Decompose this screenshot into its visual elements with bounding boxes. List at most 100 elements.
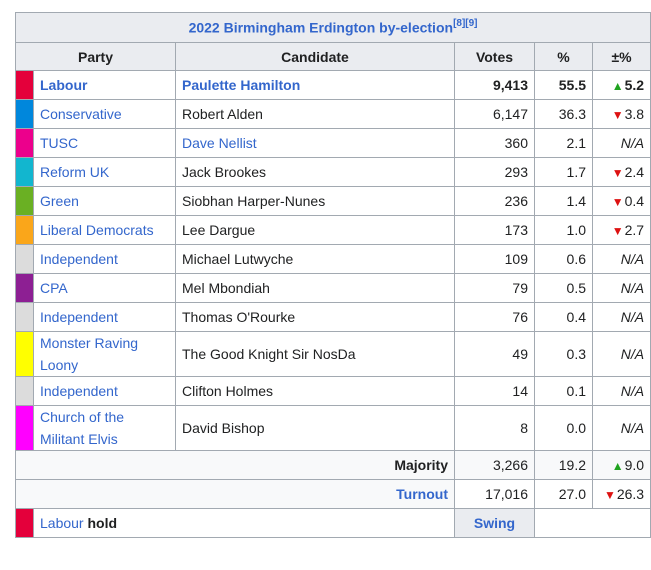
party-color-swatch	[15, 273, 34, 303]
change-cell: ▼3.8	[591, 99, 651, 129]
change-cell: N/A	[591, 376, 651, 406]
decrease-arrow-icon: ▼	[611, 108, 624, 122]
percent-cell: 0.6	[534, 244, 593, 274]
table-row: Green Siobhan Harper-Nunes 236 1.4 ▼0.4	[15, 186, 651, 216]
percent-cell: 55.5	[534, 70, 593, 100]
party-link[interactable]: Reform UK	[40, 164, 110, 180]
table-row: Conservative Robert Alden 6,147 36.3 ▼3.8	[15, 99, 651, 129]
election-title-link[interactable]: 2022 Birmingham Erdington by-election	[188, 19, 454, 36]
candidate-name: Thomas O'Rourke	[182, 309, 296, 325]
hold-party-link[interactable]: Labour	[40, 515, 84, 531]
party-color-swatch	[15, 376, 34, 406]
change-cell: N/A	[591, 405, 651, 451]
decrease-arrow-icon: ▼	[611, 195, 624, 209]
change-cell: N/A	[591, 273, 651, 303]
candidate-link[interactable]: Dave Nellist	[182, 135, 257, 151]
change-cell: ▼0.4	[591, 186, 651, 216]
party-color-swatch	[15, 186, 34, 216]
percent-cell: 0.4	[534, 302, 593, 332]
decrease-arrow-icon: ▼	[603, 488, 616, 502]
change-cell: ▼2.4	[591, 157, 651, 187]
votes-cell: 8	[454, 405, 535, 451]
column-header-change: ±%	[591, 42, 651, 71]
turnout-votes: 17,016	[454, 479, 535, 509]
table-row: TUSC Dave Nellist 360 2.1 N/A	[15, 128, 651, 158]
party-link[interactable]: Monster Raving Loony	[40, 335, 139, 373]
percent-cell: 36.3	[534, 99, 593, 129]
party-color-swatch	[15, 157, 34, 187]
results-table: 2022 Birmingham Erdington by-election[8]…	[14, 12, 651, 538]
change-cell: N/A	[591, 331, 651, 377]
party-link[interactable]: Church of the Militant Elvis	[40, 409, 125, 447]
column-header-party: Party	[15, 42, 176, 71]
table-row: Independent Thomas O'Rourke 76 0.4 N/A	[15, 302, 651, 332]
table-row: Monster Raving Loony The Good Knight Sir …	[15, 331, 651, 377]
table-row: Reform UK Jack Brookes 293 1.7 ▼2.4	[15, 157, 651, 187]
party-color-swatch	[15, 99, 34, 129]
party-color-swatch	[15, 215, 34, 245]
percent-cell: 0.5	[534, 273, 593, 303]
table-row: Independent Clifton Holmes 14 0.1 N/A	[15, 376, 651, 406]
increase-arrow-icon: ▲	[611, 79, 624, 93]
majority-label: Majority	[15, 450, 455, 480]
party-link[interactable]: TUSC	[40, 135, 79, 151]
increase-arrow-icon: ▲	[611, 459, 624, 473]
party-link[interactable]: Independent	[40, 251, 118, 267]
turnout-percent: 27.0	[534, 479, 593, 509]
table-row: CPA Mel Mbondiah 79 0.5 N/A	[15, 273, 651, 303]
party-link[interactable]: Liberal Democrats	[40, 222, 154, 238]
votes-cell: 109	[454, 244, 535, 274]
majority-change: ▲9.0	[591, 450, 651, 480]
column-header-candidate: Candidate	[175, 42, 455, 71]
votes-cell: 14	[454, 376, 535, 406]
swing-value	[533, 508, 651, 538]
votes-cell: 236	[454, 186, 535, 216]
party-link[interactable]: Independent	[40, 383, 118, 399]
hold-label: hold	[87, 515, 118, 531]
turnout-change: ▼26.3	[591, 479, 651, 509]
party-link[interactable]: Green	[40, 193, 79, 209]
table-row: Liberal Democrats Lee Dargue 173 1.0 ▼2.7	[15, 215, 651, 245]
column-header-percent: %	[534, 42, 593, 71]
percent-cell: 1.0	[534, 215, 593, 245]
change-cell: ▼2.7	[591, 215, 651, 245]
change-cell: ▲5.2	[591, 70, 651, 100]
candidate-name: The Good Knight Sir NosDa	[182, 346, 356, 362]
candidate-name: David Bishop	[182, 420, 265, 436]
swing-link[interactable]: Swing	[454, 508, 535, 538]
turnout-link[interactable]: Turnout	[15, 479, 455, 509]
hold-cell: Labour hold	[33, 508, 455, 538]
majority-percent: 19.2	[534, 450, 593, 480]
votes-cell: 293	[454, 157, 535, 187]
change-cell: N/A	[591, 244, 651, 274]
party-color-swatch	[15, 128, 34, 158]
percent-cell: 1.7	[534, 157, 593, 187]
candidate-name: Clifton Holmes	[182, 383, 274, 399]
table-row: Labour Paulette Hamilton 9,413 55.5 ▲5.2	[15, 70, 651, 100]
votes-cell: 360	[454, 128, 535, 158]
party-color-swatch	[15, 405, 34, 451]
party-color-swatch	[15, 302, 34, 332]
votes-cell: 9,413	[454, 70, 535, 100]
party-link[interactable]: Conservative	[40, 106, 122, 122]
percent-cell: 2.1	[534, 128, 593, 158]
candidate-name: Lee Dargue	[182, 222, 256, 238]
candidate-name: Siobhan Harper-Nunes	[182, 193, 326, 209]
party-link[interactable]: CPA	[40, 280, 68, 296]
party-link[interactable]: Independent	[40, 309, 118, 325]
table-row: Independent Michael Lutwyche 109 0.6 N/A	[15, 244, 651, 274]
candidate-link[interactable]: Paulette Hamilton	[182, 77, 301, 93]
votes-cell: 173	[454, 215, 535, 245]
decrease-arrow-icon: ▼	[611, 166, 624, 180]
change-cell: N/A	[591, 302, 651, 332]
party-color-swatch	[15, 244, 34, 274]
percent-cell: 0.1	[534, 376, 593, 406]
party-color-swatch	[15, 508, 34, 538]
reference-links[interactable]: [8][9]	[453, 18, 478, 30]
candidate-name: Mel Mbondiah	[182, 280, 270, 296]
table-caption: 2022 Birmingham Erdington by-election[8]…	[14, 12, 651, 43]
candidate-name: Robert Alden	[182, 106, 263, 122]
party-link[interactable]: Labour	[40, 77, 88, 93]
candidate-name: Jack Brookes	[182, 164, 267, 180]
change-cell: N/A	[591, 128, 651, 158]
